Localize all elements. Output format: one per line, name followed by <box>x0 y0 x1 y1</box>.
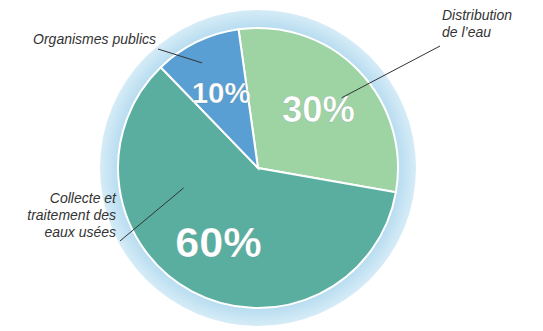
svg-text:60%: 60% <box>175 218 262 266</box>
svg-text:10%: 10% <box>192 76 251 109</box>
svg-text:Distributionde l’eau: Distributionde l’eau <box>442 7 512 40</box>
svg-text:30%: 30% <box>282 89 355 130</box>
svg-text:Collecte ettraitement deseaux: Collecte ettraitement deseaux usées <box>27 190 117 240</box>
svg-text:Organismes publics: Organismes publics <box>33 31 156 47</box>
